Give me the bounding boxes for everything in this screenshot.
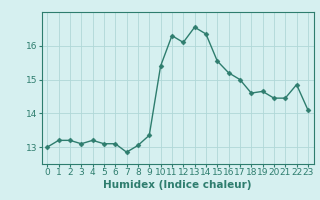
X-axis label: Humidex (Indice chaleur): Humidex (Indice chaleur) — [103, 180, 252, 190]
